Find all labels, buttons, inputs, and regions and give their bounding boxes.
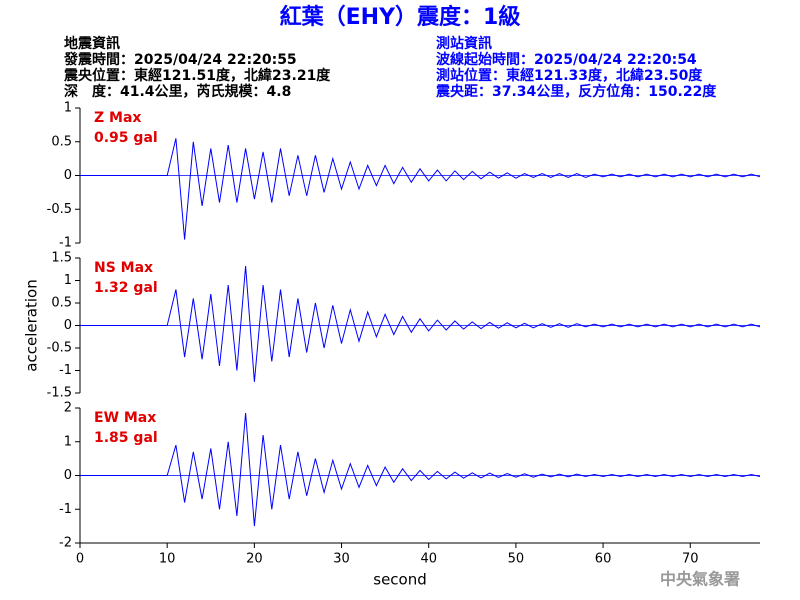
waveform (80, 413, 761, 527)
x-axis-label: second (373, 571, 427, 589)
event-info: 地震資訊 (64, 35, 120, 52)
x-tick-label: 60 (595, 552, 612, 567)
station-info: 震央距：37.34公里，反方位角：150.22度 (435, 83, 717, 100)
waveform (80, 138, 761, 240)
x-tick-label: 10 (159, 552, 176, 567)
footer: 中央氣象署 (660, 570, 740, 589)
y-tick-label: -0.5 (47, 341, 72, 356)
y-tick-label: 1 (64, 434, 72, 449)
y-tick-label: -1 (59, 236, 72, 251)
station-info: 測站位置：東經121.33度，北緯23.50度 (436, 67, 703, 84)
x-tick-label: 40 (420, 552, 437, 567)
y-tick-label: 1.5 (51, 251, 72, 266)
x-tick-label: 0 (76, 552, 84, 567)
y-tick-label: 0.5 (51, 296, 72, 311)
waveform (80, 266, 761, 382)
y-axis-label: acceleration (23, 279, 41, 371)
event-info: 深 度：41.4公里，芮氏規模：4.8 (64, 83, 291, 100)
x-tick-label: 50 (508, 552, 525, 567)
y-tick-label: 0.5 (51, 134, 72, 149)
panel-peak: 1.32 gal (94, 280, 158, 296)
x-tick-label: 20 (246, 552, 263, 567)
panel-label: EW Max (94, 410, 156, 426)
y-tick-label: 1 (64, 273, 72, 288)
y-tick-label: 0 (64, 318, 72, 333)
panel-peak: 0.95 gal (94, 130, 158, 146)
event-info: 發震時間：2025/04/24 22:20:55 (63, 51, 297, 68)
station-info: 波線起始時間：2025/04/24 22:20:54 (436, 51, 697, 68)
y-tick-label: -2 (59, 536, 72, 551)
panel-label: Z Max (94, 110, 141, 126)
y-tick-label: -1.5 (47, 386, 72, 401)
y-tick-label: -1 (59, 363, 72, 378)
x-tick-label: 30 (333, 552, 350, 567)
y-tick-label: 0 (64, 168, 72, 183)
panel-peak: 1.85 gal (94, 430, 158, 446)
y-tick-label: -0.5 (47, 202, 72, 217)
station-info: 測站資訊 (436, 35, 492, 52)
y-tick-label: 1 (64, 101, 72, 116)
panel-label: NS Max (94, 260, 153, 276)
event-info: 震央位置：東經121.51度，北緯23.21度 (63, 67, 331, 84)
y-tick-label: 0 (64, 468, 72, 483)
y-tick-label: 2 (64, 401, 72, 416)
chart-title: 紅葉（EHY）震度：1級 (280, 4, 521, 30)
x-tick-label: 70 (682, 552, 699, 567)
y-tick-label: -1 (59, 502, 72, 517)
